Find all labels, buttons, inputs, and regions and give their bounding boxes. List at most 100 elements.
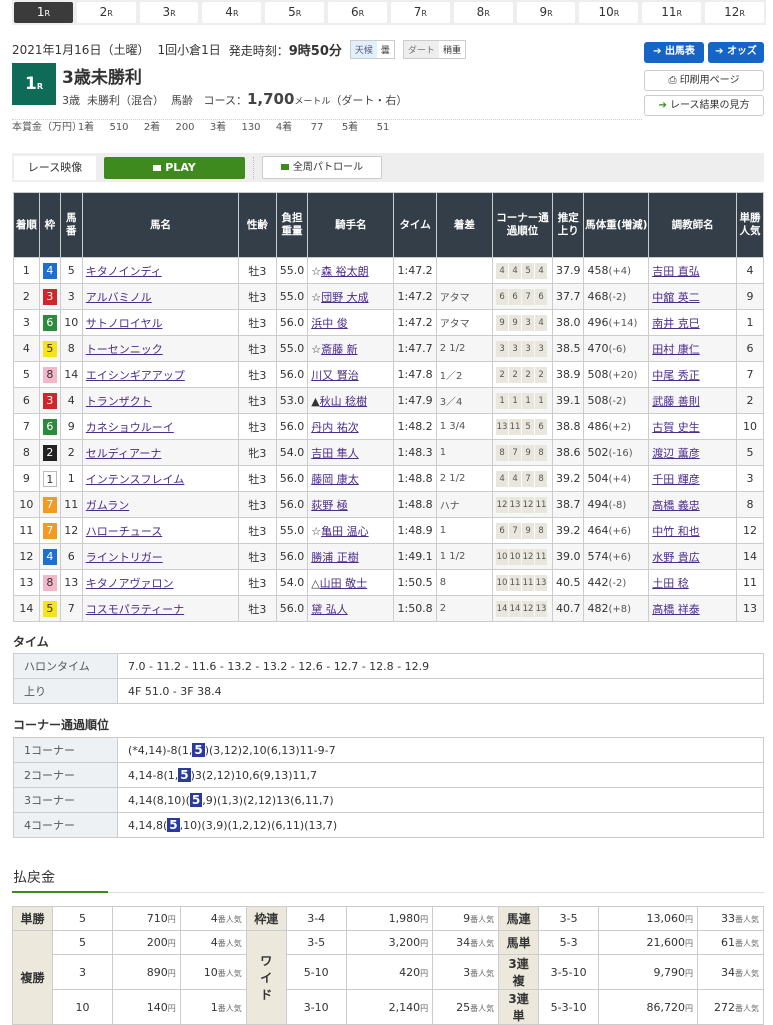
race-tab-7[interactable]: 7R: [390, 2, 450, 23]
odds-button[interactable]: ➔ オッズ: [708, 42, 764, 63]
corner-position: 2: [509, 366, 522, 383]
race-tab-suffix: R: [232, 9, 239, 18]
finish-time: 1:48.8: [393, 465, 437, 492]
horse-name-link[interactable]: コスモパラティーナ: [85, 602, 185, 616]
entries-button[interactable]: ➔ 出馬表: [644, 42, 704, 63]
trainer-link[interactable]: 古賀 史生: [652, 420, 700, 434]
race-tab-8[interactable]: 8R: [453, 2, 513, 23]
jockey-link[interactable]: 荻野 極: [311, 498, 348, 512]
trainer-link[interactable]: 水野 貴広: [652, 550, 700, 564]
horse-name-link[interactable]: キタノインディ: [85, 264, 162, 278]
race-tab-suffix: R: [613, 9, 620, 18]
trainer-link[interactable]: 武藤 善則: [652, 394, 700, 408]
waku-cell: 3: [38, 283, 61, 310]
body-weight-cell: 508(-2): [583, 387, 650, 414]
horse-name-link[interactable]: インテンスフレイム: [85, 472, 185, 486]
corner-position: 11: [535, 496, 548, 513]
horse-name-link[interactable]: ハローチュース: [85, 524, 163, 538]
race-video-label: レース映像: [14, 155, 96, 180]
margin: 1／2: [435, 361, 494, 388]
race-tab-12[interactable]: 12R: [705, 2, 764, 23]
trainer-link[interactable]: 南井 克巳: [652, 316, 700, 330]
trainer-link[interactable]: 中竹 和也: [652, 524, 700, 538]
jockey-cell: 荻野 極: [307, 491, 395, 518]
horse-name-link[interactable]: ライントリガー: [85, 550, 163, 564]
horse-name-cell: トランザクト: [81, 387, 240, 414]
jockey-link[interactable]: 森 裕太朗: [321, 264, 369, 278]
race-tab-2[interactable]: 2R: [76, 2, 136, 23]
body-weight: 482: [587, 602, 609, 615]
race-tab-6[interactable]: 6R: [328, 2, 387, 23]
trainer-link[interactable]: 渡辺 薫彦: [652, 446, 700, 460]
waku-cell: 8: [38, 569, 61, 596]
play-button[interactable]: PLAY: [104, 156, 245, 179]
trainer-link[interactable]: 高橋 義忠: [652, 498, 700, 512]
jockey-cell: ▲秋山 稔樹: [307, 387, 395, 414]
jockey-link[interactable]: 藤岡 康太: [311, 472, 359, 486]
horse-name-link[interactable]: トーセンニック: [85, 342, 163, 356]
race-tab-1[interactable]: 1R: [14, 2, 73, 23]
horse-name-link[interactable]: セルディアーナ: [85, 446, 162, 460]
jockey-link[interactable]: 丹内 祐次: [311, 420, 359, 434]
weight-change: (+14): [608, 318, 638, 329]
corner-chips: 10 10 12 11: [496, 548, 549, 565]
sex-age: 牡3: [238, 257, 277, 284]
print-label: 印刷用ページ: [679, 75, 740, 86]
win-popularity: 13: [736, 595, 764, 622]
corner-position: 8: [535, 470, 548, 487]
popularity: 25番人気: [432, 989, 500, 1025]
trainer-link[interactable]: 高橋 祥泰: [652, 602, 700, 616]
horse-name-link[interactable]: トランザクト: [85, 394, 152, 408]
horse-name-link[interactable]: キタノアヴァロン: [85, 576, 174, 590]
how-to-read-button[interactable]: ➔ レース結果の見方: [644, 95, 764, 116]
payout-amount: 200円: [112, 930, 181, 955]
course-label: コース：: [203, 94, 247, 107]
jockey-link[interactable]: 黛 弘人: [311, 602, 348, 616]
jockey-link[interactable]: 団野 大成: [321, 290, 369, 304]
jockey-link[interactable]: 山田 敬士: [319, 576, 368, 590]
jockey-link[interactable]: 川又 賢治: [311, 368, 359, 382]
column-header: 馬体重(増減): [583, 192, 650, 258]
race-tab-10[interactable]: 10R: [579, 2, 639, 23]
table-row: 8 2 2 セルディアーナ 牝3 54.0 吉田 隼人 1:48.3 1 8 7 9 8 38.6 502(…: [13, 439, 764, 466]
race-tab-suffix: R: [484, 9, 490, 18]
jockey-link[interactable]: 亀田 温心: [321, 524, 369, 538]
margin: 2: [435, 595, 494, 622]
horse-name-link[interactable]: ガムラン: [85, 498, 130, 512]
win-popularity: 7: [736, 361, 764, 388]
race-tab-11[interactable]: 11R: [642, 2, 702, 23]
horse-name-link[interactable]: サトノロイヤル: [85, 316, 163, 330]
print-page-button[interactable]: ⎙ 印刷用ページ: [644, 70, 764, 91]
last-times: 4F 51.0 - 3F 38.4: [117, 678, 764, 704]
trainer-link[interactable]: 中舘 英二: [652, 290, 700, 304]
horse-number: 13: [59, 569, 83, 596]
horse-name-link[interactable]: エイシンギアアップ: [85, 368, 185, 382]
table-row: 12 4 6 ライントリガー 牡3 56.0 勝浦 正樹 1:49.1 1 1/2 10 10 12 1…: [13, 543, 764, 570]
corner-positions: 13 11 5 6: [492, 413, 553, 440]
race-tab-5[interactable]: 5R: [265, 2, 325, 23]
trainer-link[interactable]: 吉田 直弘: [652, 264, 700, 278]
jockey-link[interactable]: 勝浦 正樹: [311, 550, 359, 564]
trainer-link[interactable]: 中尾 秀正: [652, 368, 700, 382]
race-tab-3[interactable]: 3R: [139, 2, 199, 23]
trainer-cell: 中舘 英二: [648, 283, 738, 310]
jockey-link[interactable]: 吉田 隼人: [311, 446, 359, 460]
jockey-link[interactable]: 浜中 俊: [311, 316, 348, 330]
trainer-link[interactable]: 土田 稔: [652, 576, 689, 590]
jockey-link[interactable]: 斎藤 新: [321, 342, 358, 356]
trainer-link[interactable]: 千田 輝彦: [652, 472, 700, 486]
race-tab-4[interactable]: 4R: [202, 2, 262, 23]
prize-label: 本賞金（万円）: [12, 122, 82, 133]
margin: 2 1/2: [435, 465, 494, 492]
race-tab-9[interactable]: 9R: [516, 2, 576, 23]
sex-age: 牡3: [238, 361, 277, 388]
carried-weight: 53.0: [275, 387, 309, 414]
horse-name-link[interactable]: アルバミノル: [85, 290, 152, 304]
horse-name-link[interactable]: カネショウルーイ: [85, 420, 174, 434]
patrol-video-button[interactable]: 全周パトロール: [262, 156, 382, 179]
jockey-link[interactable]: 秋山 稔樹: [319, 394, 368, 408]
finish-time: 1:48.2: [393, 413, 437, 440]
win-popularity: 12: [736, 517, 764, 544]
trainer-link[interactable]: 田村 康仁: [652, 342, 700, 356]
